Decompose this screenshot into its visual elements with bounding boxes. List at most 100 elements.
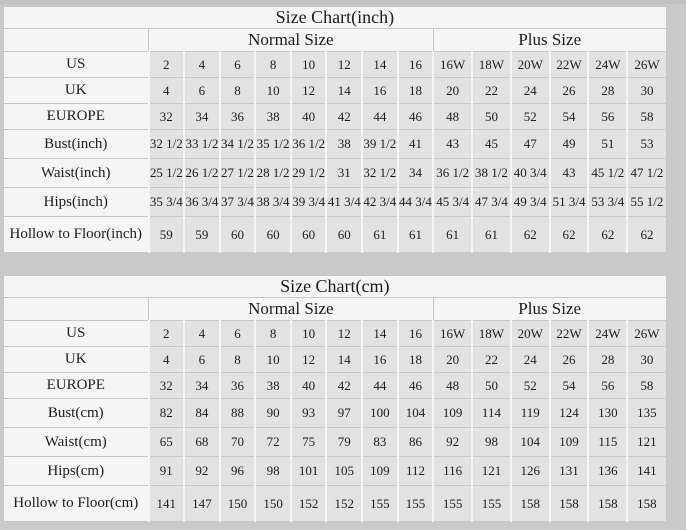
row-label: US: [3, 320, 149, 347]
size-cell: 37 3/4: [218, 187, 256, 217]
size-cell: 61: [361, 216, 399, 253]
size-cell: 8: [254, 51, 292, 78]
size-cell: 25 1/2: [147, 158, 185, 188]
row-label: Bust(inch): [3, 129, 149, 159]
size-cell: 47 1/2: [626, 158, 667, 188]
row-label: Hollow to Floor(inch): [3, 216, 149, 253]
size-chart-page: Size Chart(inch) Normal Size Plus Size U…: [0, 6, 686, 522]
size-cell: 62: [548, 216, 589, 253]
size-cell: 96: [218, 456, 256, 486]
size-cell: 61: [396, 216, 434, 253]
size-cell: 20W: [509, 51, 551, 78]
size-cell: 92: [183, 456, 221, 486]
size-cell: 6: [183, 346, 221, 373]
size-cell: 41 3/4: [325, 187, 363, 217]
size-cell: 88: [218, 398, 256, 428]
size-cell: 53 3/4: [587, 187, 628, 217]
size-cell: 38 1/2: [471, 158, 512, 188]
size-cell: 55 1/2: [626, 187, 667, 217]
size-cell: 10: [254, 77, 292, 104]
size-cell: 50: [471, 103, 512, 130]
size-cell: 38: [325, 129, 363, 159]
size-cell: 22W: [548, 320, 589, 347]
size-cell: 152: [325, 485, 363, 522]
size-cell: 6: [218, 51, 256, 78]
size-cell: 4: [183, 320, 221, 347]
size-cell: 35 3/4: [147, 187, 185, 217]
size-cell: 147: [183, 485, 221, 522]
size-cell: 50: [471, 372, 512, 399]
size-cell: 97: [325, 398, 363, 428]
size-cell: 28: [587, 77, 628, 104]
row-label: Waist(inch): [3, 158, 149, 188]
size-cell: 75: [289, 427, 327, 457]
row-label: UK: [3, 77, 149, 104]
size-cell: 52: [509, 372, 551, 399]
size-cell: 38 3/4: [254, 187, 292, 217]
size-cell: 26W: [626, 51, 667, 78]
size-cell: 22W: [548, 51, 589, 78]
size-cell: 24: [509, 77, 551, 104]
table-title-row: Size Chart(cm): [3, 275, 667, 298]
size-cell: 155: [396, 485, 434, 522]
size-cell: 35 1/2: [254, 129, 292, 159]
size-cell: 33 1/2: [183, 129, 221, 159]
size-cell: 109: [432, 398, 473, 428]
size-cell: 46: [396, 372, 434, 399]
size-cell: 42: [325, 372, 363, 399]
size-cell: 158: [626, 485, 667, 522]
size-cell: 26: [548, 77, 589, 104]
row-label: EUROPE: [3, 372, 149, 399]
size-cell: 65: [147, 427, 185, 457]
size-chart-cm-table: Size Chart(cm) Normal Size Plus Size US 2…: [3, 275, 667, 522]
size-cell: 38: [254, 103, 292, 130]
size-cell: 8: [218, 77, 256, 104]
size-cell: 51 3/4: [548, 187, 589, 217]
size-cell: 42: [325, 103, 363, 130]
group-header-row: Normal Size Plus Size: [3, 28, 667, 52]
size-cell: 104: [509, 427, 551, 457]
row-label: UK: [3, 346, 149, 373]
size-cell: 158: [587, 485, 628, 522]
size-cell: 36 3/4: [183, 187, 221, 217]
group-header-plus: Plus Size: [432, 297, 667, 321]
size-cell: 43: [432, 129, 473, 159]
size-cell: 48: [432, 103, 473, 130]
size-cell: 26W: [626, 320, 667, 347]
row-label: Bust(cm): [3, 398, 149, 428]
size-cell: 26 1/2: [183, 158, 221, 188]
size-cell: 31: [325, 158, 363, 188]
row-label: EUROPE: [3, 103, 149, 130]
empty-corner-cell: [3, 28, 149, 52]
group-header-normal: Normal Size: [148, 297, 434, 321]
size-cell: 12: [325, 320, 363, 347]
size-cell: 28: [587, 346, 628, 373]
table-title: Size Chart(inch): [3, 6, 667, 29]
size-cell: 8: [254, 320, 292, 347]
size-cell: 45: [471, 129, 512, 159]
size-cell: 98: [471, 427, 512, 457]
size-cell: 112: [396, 456, 434, 486]
size-cell: 61: [471, 216, 512, 253]
table-title-row: Size Chart(inch): [3, 6, 667, 29]
size-cell: 14: [361, 320, 399, 347]
size-cell: 60: [218, 216, 256, 253]
size-cell: 98: [254, 456, 292, 486]
size-cell: 155: [361, 485, 399, 522]
size-cell: 93: [289, 398, 327, 428]
size-cell: 121: [626, 427, 667, 457]
size-cell: 116: [432, 456, 473, 486]
size-cell: 54: [548, 103, 589, 130]
size-cell: 54: [548, 372, 589, 399]
size-cell: 16: [396, 320, 434, 347]
size-cell: 18W: [471, 51, 512, 78]
size-cell: 59: [147, 216, 185, 253]
size-cell: 24W: [587, 51, 628, 78]
size-cell: 12: [325, 51, 363, 78]
size-cell: 28 1/2: [254, 158, 292, 188]
size-cell: 58: [626, 372, 667, 399]
size-cell: 114: [471, 398, 512, 428]
size-cell: 70: [218, 427, 256, 457]
size-cell: 32: [147, 372, 185, 399]
row-label: Hips(cm): [3, 456, 149, 486]
